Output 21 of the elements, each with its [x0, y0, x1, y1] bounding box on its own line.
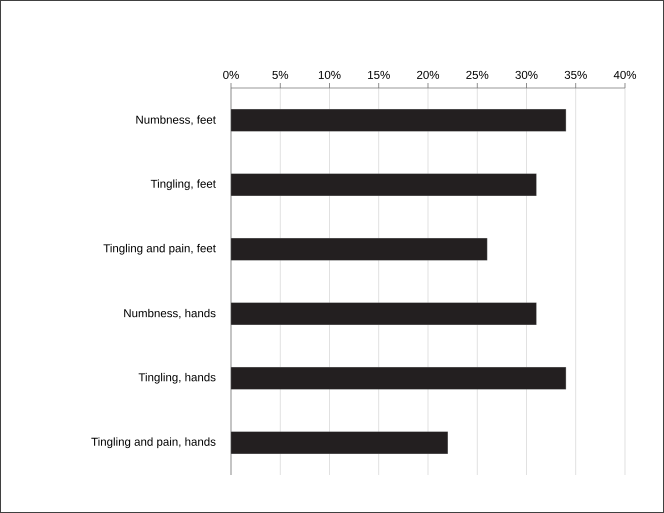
y-tick-label: Tingling, hands: [138, 372, 216, 384]
x-tick-label: 20%: [417, 70, 440, 79]
bar: [230, 432, 448, 454]
x-tick-label: 5%: [272, 70, 288, 79]
bar: [230, 367, 566, 390]
bar: [230, 174, 537, 196]
y-tick-label: Numbness, feet: [136, 115, 216, 126]
y-tick-label: Tingling and pain, feet: [103, 244, 216, 255]
y-tick-label: Tingling and pain, hands: [91, 437, 216, 448]
x-tick-label: 15%: [368, 70, 390, 79]
x-tick-label: 35%: [564, 70, 587, 79]
x-tick-label: 30%: [515, 70, 538, 79]
bar: [230, 302, 537, 325]
x-tick-label: 10%: [318, 70, 341, 79]
x-tick-label: 25%: [466, 70, 488, 79]
x-tick-label: 40%: [614, 70, 636, 79]
x-tick-label: 0%: [223, 70, 239, 79]
y-tick-label: Tingling, feet: [150, 179, 216, 190]
y-tick-label: Numbness, hands: [124, 308, 216, 319]
bar: [230, 238, 488, 260]
bar: [230, 109, 566, 132]
